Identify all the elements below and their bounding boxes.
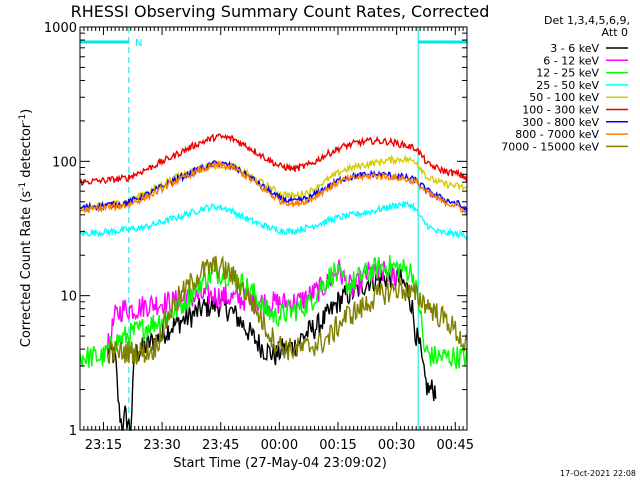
series-line: [79, 255, 468, 370]
series-line: [79, 133, 468, 187]
y-tick-label: 1: [69, 424, 77, 439]
y-axis-label: Corrected Count Rate (s-1 detector-1): [18, 109, 34, 347]
legend-label: 6 - 12 keV: [543, 54, 599, 67]
legend-header-line-1: Det 1,3,4,5,6,9,: [544, 14, 630, 27]
x-tick-label: 23:30: [143, 438, 180, 453]
x-tick-label: 23:15: [85, 438, 122, 453]
plot-frame: [79, 26, 468, 431]
x-tick-label: 00:00: [261, 438, 298, 453]
legend-label: 3 - 6 keV: [550, 42, 599, 55]
y-tick-label: 1000: [44, 21, 77, 36]
y-tick-label: 10: [60, 290, 77, 305]
legend-label: 7000 - 15000 keV: [501, 140, 599, 153]
x-tick-label: 00:15: [319, 438, 356, 453]
x-tick-label: 23:45: [202, 438, 239, 453]
legend-label: 12 - 25 keV: [536, 67, 599, 80]
series-line: [79, 154, 468, 213]
legend-label: 800 - 7000 keV: [515, 128, 599, 141]
x-tick-label: 00:30: [378, 438, 415, 453]
series-line: [106, 255, 468, 366]
series-group: [79, 133, 468, 431]
legend-label: 300 - 800 keV: [522, 116, 599, 129]
series-line: [79, 159, 468, 216]
legend-label: 50 - 100 keV: [529, 91, 599, 104]
night-label: N: [135, 38, 142, 49]
footer-timestamp: 17-Oct-2021 22:08: [560, 469, 636, 478]
legend-header-line-2: Att 0: [602, 26, 628, 39]
series-line: [79, 159, 468, 214]
axes: 23:15 23:30 23:45 00:00 00:15 00:30 00:45 1 10 10…: [44, 21, 474, 453]
legend-label: 100 - 300 keV: [522, 104, 599, 117]
chart-title: RHESSI Observing Summary Count Rates, Co…: [71, 2, 490, 21]
legend-label: 25 - 50 keV: [536, 79, 599, 92]
x-tick-label: 00:45: [437, 438, 474, 453]
series-line: [79, 200, 468, 241]
y-tick-label: 100: [52, 155, 77, 170]
x-axis-label: Start Time (27-May-04 23:09:02): [173, 456, 387, 471]
